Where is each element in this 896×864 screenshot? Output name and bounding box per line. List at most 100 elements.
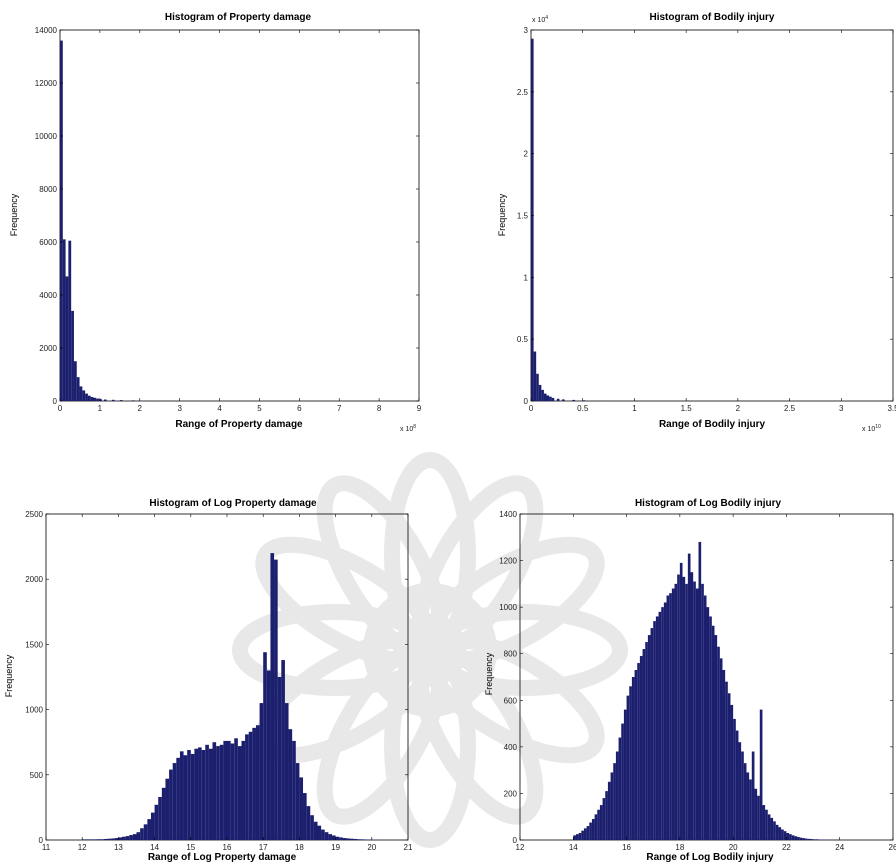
histogram-bar <box>212 742 217 840</box>
y-tick-label: 2000 <box>25 575 43 584</box>
histogram-bar <box>663 602 667 840</box>
histogram-bar <box>653 621 656 840</box>
histogram-bar <box>581 830 584 840</box>
histogram-bar <box>727 693 731 840</box>
x-tick-label: 5 <box>257 404 262 413</box>
histogram-bar <box>73 361 77 401</box>
histogram-bar <box>284 703 289 840</box>
histogram-bar <box>303 793 307 840</box>
histogram-bar <box>230 743 235 840</box>
x-tick-label: 2 <box>138 404 143 413</box>
panel-bodily-injury: Histogram of Bodily injury Frequency Ran… <box>497 12 896 433</box>
histogram-bar <box>259 703 264 840</box>
histogram-bar <box>353 838 358 840</box>
plot-frame <box>59 29 420 402</box>
histogram-bar <box>583 828 587 840</box>
histogram-bar <box>241 740 246 840</box>
histogram-bar <box>281 660 285 840</box>
histogram-bar <box>143 824 148 840</box>
histogram-bar <box>573 835 576 840</box>
histogram-bar <box>93 397 97 401</box>
y-axis-label: Frequency <box>4 654 14 697</box>
histogram-bar <box>245 734 249 840</box>
histogram-bar <box>813 839 816 840</box>
histogram-bar <box>172 763 177 840</box>
watermark-ring <box>363 583 497 717</box>
histogram-bar <box>582 400 586 401</box>
x-tick-label: 20 <box>729 843 738 852</box>
histogram-bar <box>754 788 758 840</box>
histogram-bar <box>194 748 199 840</box>
histogram-bar <box>749 779 752 840</box>
histogram-bar <box>350 838 354 840</box>
x-tick-label: 7 <box>337 404 342 413</box>
y-tick-label: 0.5 <box>517 335 529 344</box>
x-tick-label: 14 <box>150 843 159 852</box>
chart-title: Histogram of Property damage <box>165 12 312 23</box>
histogram-bar <box>767 814 771 840</box>
histogram-bar <box>71 310 74 401</box>
x-tick-label: 3 <box>839 404 844 413</box>
histogram-bar <box>572 399 575 401</box>
histogram-bar <box>775 824 779 840</box>
x-tick-label: 0.5 <box>577 404 589 413</box>
histogram-bar <box>96 839 101 840</box>
histogram-bar <box>802 838 806 840</box>
flower-seal-icon <box>232 452 628 848</box>
histogram-bar <box>111 399 115 401</box>
x-tick-label: 22 <box>782 843 791 852</box>
x-tick-label: 0 <box>529 404 534 413</box>
y-axis-label: Frequency <box>497 193 507 236</box>
panel-log-property-damage: Histogram of Log Property damage Frequen… <box>4 498 413 863</box>
histogram-bar <box>751 751 755 840</box>
histogram-bar <box>165 778 170 840</box>
x-axis-label: Range of Bodily injury <box>659 419 766 430</box>
histogram-bar <box>295 763 300 840</box>
histogram-bar <box>703 595 707 840</box>
histogram-bar <box>140 828 144 840</box>
histogram-bar <box>677 574 680 840</box>
histogram-bar <box>216 746 220 840</box>
histogram-bar <box>132 834 137 840</box>
histogram-bar <box>227 740 231 840</box>
histogram-bar <box>631 677 635 840</box>
histogram-bar <box>103 399 107 401</box>
histogram-bar <box>743 763 747 840</box>
histogram-bar <box>306 806 311 840</box>
histogram-bar <box>125 836 130 840</box>
histogram-bar <box>626 695 630 840</box>
x-multiplier-label: x 108 <box>400 424 416 433</box>
histogram-bar <box>255 725 260 840</box>
histogram-bar <box>773 821 776 840</box>
y-tick-label: 0 <box>524 397 529 406</box>
histogram-bar <box>618 737 622 840</box>
histogram-bar <box>321 829 325 840</box>
histogram-bar <box>562 399 565 401</box>
histogram-bar <box>546 395 550 401</box>
histogram-bar <box>634 670 638 840</box>
histogram-bar <box>277 677 282 840</box>
y-tick-label: 1500 <box>25 640 43 649</box>
x-tick-label: 24 <box>835 843 844 852</box>
x-tick-label: 18 <box>295 843 304 852</box>
y-tick-label: 0 <box>39 836 44 845</box>
histogram-bar <box>201 750 206 840</box>
histogram-bar <box>797 836 800 840</box>
histogram-bar <box>150 812 155 840</box>
histogram-bar <box>252 727 256 840</box>
histogram-bar <box>556 398 560 401</box>
chart-title: Histogram of Bodily injury <box>649 12 774 23</box>
histogram-bar <box>765 809 768 840</box>
histogram-bar <box>288 729 293 840</box>
histogram-bar <box>129 835 133 840</box>
histogram-bar <box>111 838 115 840</box>
y-tick-label: 1000 <box>499 603 517 612</box>
histogram-bar <box>575 834 579 840</box>
histogram-bar <box>114 838 119 840</box>
histogram-bar <box>762 805 766 840</box>
histogram-bar <box>538 384 542 401</box>
histogram-bar <box>331 835 336 840</box>
histogram-bar <box>536 373 539 401</box>
x-tick-label: 1 <box>632 404 637 413</box>
